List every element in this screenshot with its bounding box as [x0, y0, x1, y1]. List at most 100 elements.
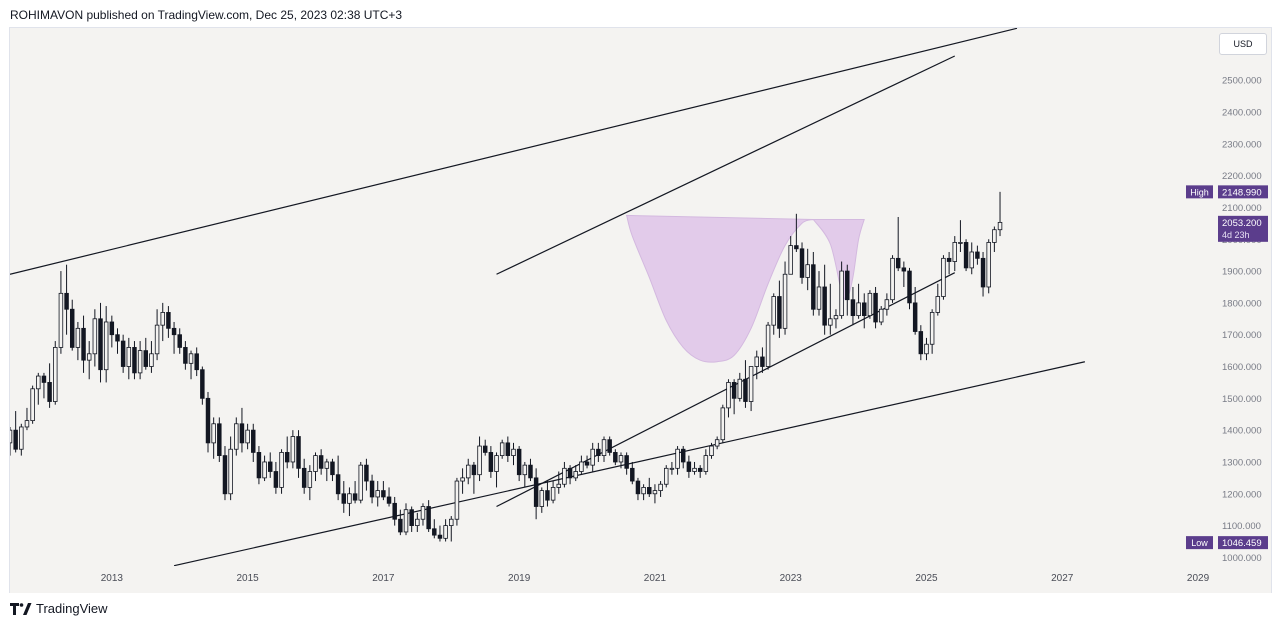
candle [658, 481, 663, 497]
candle [556, 471, 561, 494]
candle-body [799, 248, 805, 278]
candle [415, 512, 420, 532]
candle-body [126, 347, 132, 367]
candle-body [664, 467, 669, 485]
price-tick-label: 1700.000 [1222, 330, 1262, 341]
candle [267, 452, 273, 478]
candle [160, 302, 165, 342]
candle [511, 442, 516, 466]
candle-body [330, 461, 335, 476]
candle-body [409, 509, 414, 526]
candle [432, 519, 437, 539]
candle [862, 293, 867, 329]
price-tick-label: 2400.000 [1222, 107, 1262, 118]
candle-body [641, 487, 646, 495]
trendline [10, 28, 1018, 275]
time-tick-label: 2029 [1187, 573, 1210, 584]
candle [200, 366, 205, 405]
candle-body [301, 467, 307, 488]
candle-body [494, 455, 499, 472]
time-axis[interactable]: 2011201320152017201920212023202520272029 [0, 573, 1210, 584]
price-tick-label: 1800.000 [1222, 298, 1262, 309]
price-tick-label: 1000.000 [1222, 553, 1262, 564]
candle [364, 458, 369, 491]
candle [143, 337, 149, 370]
time-tick-label: 2015 [236, 573, 259, 584]
candle-body [511, 448, 516, 457]
high-price-label-box [1218, 185, 1268, 199]
candle-body [969, 251, 974, 269]
candle [58, 271, 64, 354]
candle-body [533, 477, 539, 507]
candle [403, 503, 409, 536]
candle-body [997, 221, 1003, 231]
low-tag-box [1186, 536, 1213, 550]
candle [381, 481, 386, 501]
candle-body [454, 480, 460, 520]
candle-body [324, 461, 330, 469]
candle [935, 283, 941, 316]
candle [313, 452, 318, 482]
candle-body [154, 324, 160, 355]
candle [245, 423, 250, 450]
candle [590, 442, 595, 472]
price-tick-label: 1900.000 [1222, 267, 1262, 278]
candle-body [528, 464, 533, 479]
candle-body [607, 439, 612, 453]
candle-body [822, 286, 827, 326]
time-tick-label: 2025 [915, 573, 938, 584]
candle-body [992, 229, 997, 243]
candle [318, 449, 324, 475]
candle-body [878, 308, 884, 323]
candle-body [443, 525, 448, 539]
candle [449, 516, 454, 542]
candle-body [86, 353, 92, 361]
candle-body [743, 378, 748, 402]
candle [409, 506, 414, 532]
low-tag: Low [1186, 536, 1213, 550]
candle-body [924, 343, 929, 355]
candle [228, 436, 233, 501]
candle-body [652, 490, 658, 495]
candle-body [907, 270, 912, 304]
candle [601, 436, 607, 462]
candle [273, 461, 279, 494]
candle-body [420, 506, 426, 520]
candle-body [347, 493, 352, 504]
candle-body [788, 245, 793, 275]
candle-body [731, 382, 737, 399]
candle-body [273, 471, 279, 488]
candle [618, 452, 624, 469]
candle-body [477, 445, 482, 476]
candle [737, 372, 743, 402]
candle-body [720, 407, 726, 441]
candle [75, 321, 81, 361]
candle-body [647, 487, 652, 495]
candle [714, 436, 720, 450]
candle [941, 255, 946, 300]
currency-button[interactable]: USD [1219, 33, 1267, 55]
candle [675, 446, 680, 475]
candle [816, 271, 822, 316]
time-tick-label: 2017 [372, 573, 395, 584]
candle [137, 341, 143, 380]
candle-body [466, 464, 471, 479]
price-tick-label: 2100.000 [1222, 203, 1262, 214]
high-price-label: 2148.990 [1218, 185, 1268, 199]
candle-body [709, 445, 714, 457]
candle-body [358, 464, 363, 501]
candle [477, 436, 482, 482]
candle-body [432, 528, 437, 536]
candle-body [262, 461, 267, 479]
high-tag-box [1186, 185, 1213, 199]
candle-body [149, 353, 154, 367]
candle-body [573, 471, 578, 479]
high-tag: High [1186, 185, 1213, 199]
candle-body [658, 483, 663, 491]
trendline [173, 361, 1086, 566]
price-axis-background [1215, 28, 1271, 566]
candle [833, 309, 839, 329]
candle [217, 417, 222, 462]
